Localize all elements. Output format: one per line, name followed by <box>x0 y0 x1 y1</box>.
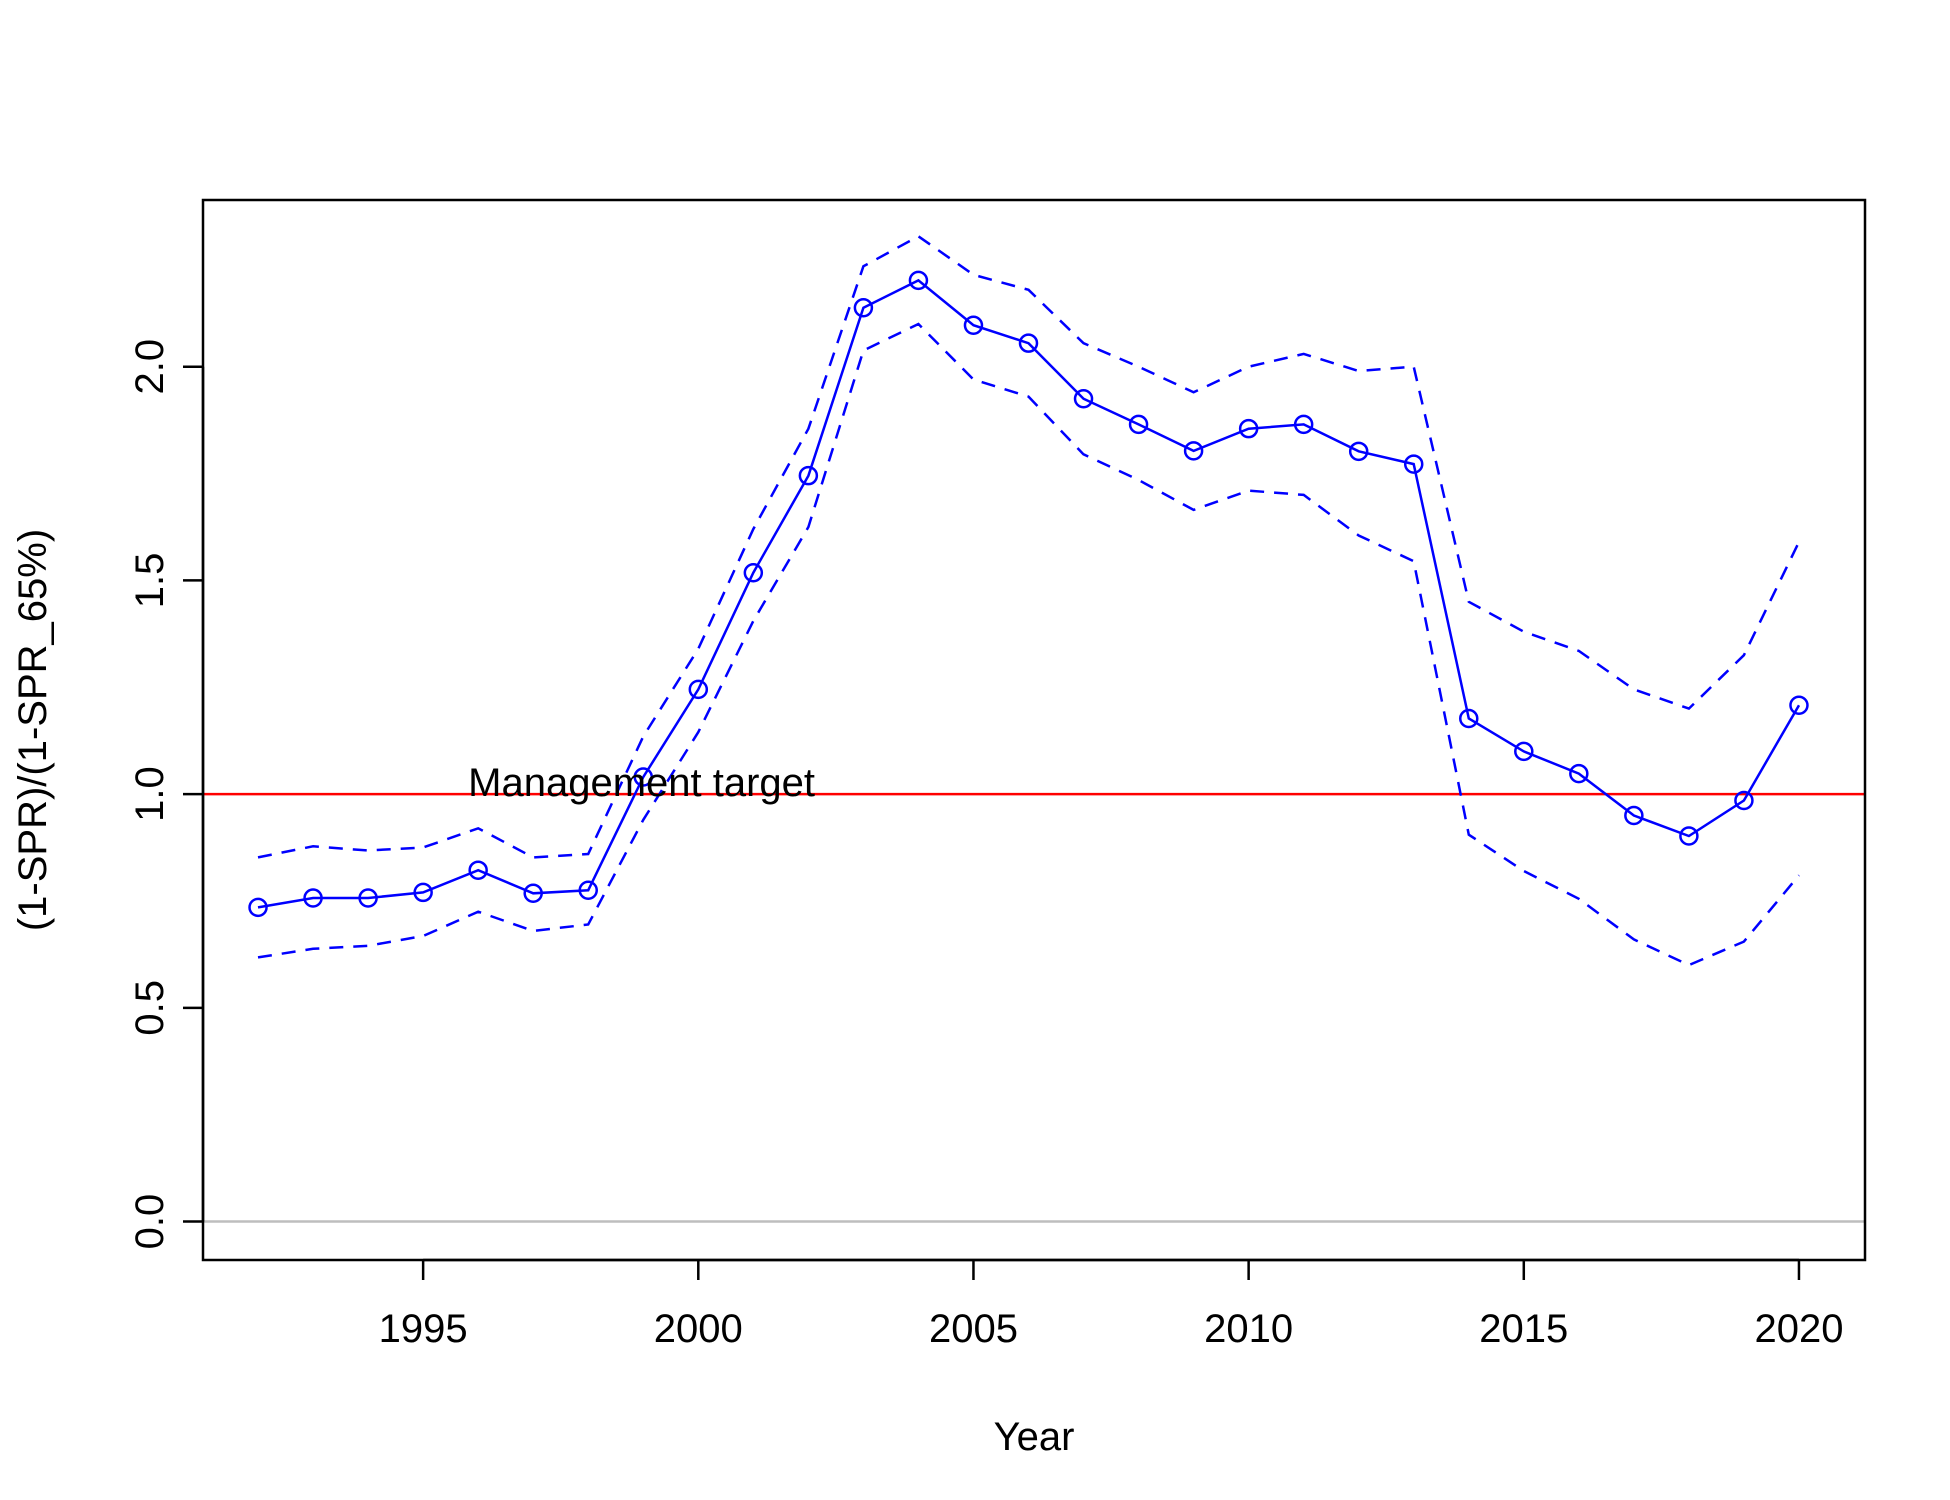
data-point-estimate-1993 <box>303 888 323 908</box>
y-tick-label-2: 1.0 <box>128 766 172 822</box>
plot-frame <box>201 198 1867 1262</box>
data-point-estimate-1996 <box>468 860 488 880</box>
data-point-estimate-2009 <box>1183 441 1204 461</box>
data-point-estimate-2007 <box>1073 389 1094 409</box>
data-point-estimate-1995 <box>413 882 433 903</box>
data-point-estimate-2020 <box>1789 695 1809 715</box>
annotations-layer: Management target <box>468 761 815 805</box>
x-axis: 1995 2000 2005 2010 2015 2020 <box>379 1258 1843 1351</box>
data-point-estimate-2003 <box>853 297 874 318</box>
data-point-estimate-2018 <box>1679 826 1699 846</box>
data-point-estimate-2010 <box>1238 418 1259 439</box>
series-line-upper-bound <box>257 234 1801 859</box>
series-layer <box>248 234 1809 967</box>
series-line-estimate <box>257 278 1801 909</box>
data-point-estimate-2008 <box>1128 414 1149 435</box>
data-point-estimate-2002 <box>798 465 819 486</box>
x-axis-title: Year <box>994 1415 1075 1459</box>
data-point-estimate-2011 <box>1293 414 1314 435</box>
annotation-management-target: Management target <box>468 761 815 805</box>
x-tick-label-2015: 2015 <box>1479 1307 1568 1351</box>
reference-lines <box>203 792 1865 1223</box>
series-line-lower-bound <box>257 322 1800 967</box>
data-point-estimate-2013 <box>1403 454 1424 474</box>
data-point-estimate-2005 <box>963 315 984 335</box>
data-point-estimate-2000 <box>688 679 709 700</box>
x-tick-label-2010: 2010 <box>1204 1307 1293 1351</box>
y-tick-label-1: 0.5 <box>128 980 172 1036</box>
data-point-estimate-2006 <box>1018 333 1039 353</box>
data-point-estimate-2017 <box>1624 805 1644 826</box>
data-point-estimate-1998 <box>578 880 598 901</box>
data-point-estimate-2019 <box>1734 790 1754 811</box>
x-tick-label-1995: 1995 <box>379 1307 468 1351</box>
y-tick-label-3: 1.5 <box>128 553 172 609</box>
x-tick-label-2020: 2020 <box>1754 1307 1843 1351</box>
data-point-estimate-2001 <box>743 562 764 583</box>
y-tick-label-0: 0.0 <box>128 1194 172 1250</box>
y-axis-title: (1-SPR)/(1-SPR_65%) <box>11 529 55 931</box>
x-tick-label-2000: 2000 <box>654 1307 743 1351</box>
data-point-estimate-2004 <box>908 270 929 291</box>
data-point-estimate-2014 <box>1459 708 1479 729</box>
data-point-estimate-1992 <box>248 897 268 918</box>
data-point-estimate-1997 <box>523 883 543 904</box>
data-point-estimate-2015 <box>1514 741 1534 762</box>
data-point-estimate-1999 <box>633 767 654 787</box>
x-tick-label-2005: 2005 <box>929 1307 1018 1351</box>
data-point-estimate-2016 <box>1569 763 1589 784</box>
data-point-estimate-2012 <box>1348 441 1369 462</box>
data-point-estimate-1994 <box>358 888 378 908</box>
y-tick-label-4: 2.0 <box>128 339 172 395</box>
